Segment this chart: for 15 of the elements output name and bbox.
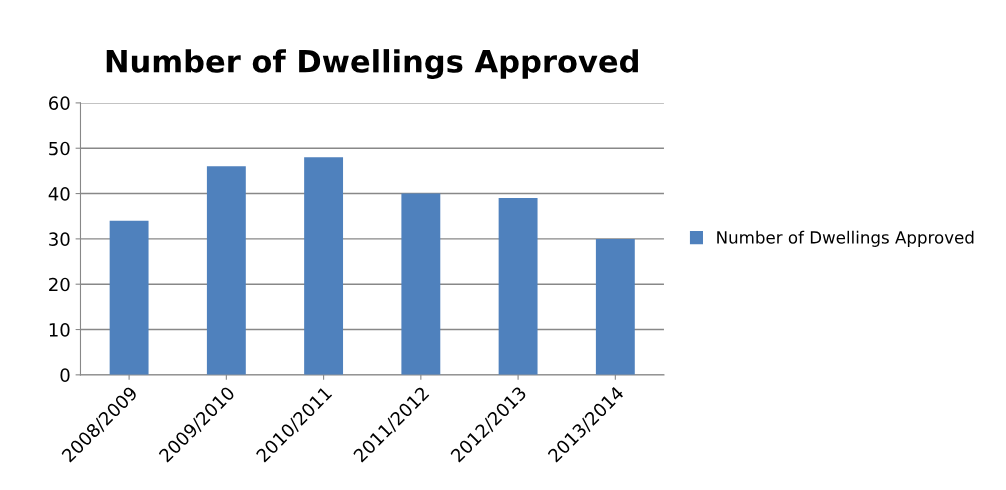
bar: [109, 220, 149, 375]
y-tick-label: 0: [60, 368, 70, 382]
y-tick-label: 30: [49, 232, 70, 246]
bar: [206, 166, 246, 375]
y-tick-label: 10: [49, 322, 70, 337]
y-tick-label: 20: [49, 277, 70, 292]
bar: [401, 193, 441, 375]
bar: [304, 157, 344, 375]
chart-title: Number of Dwellings Approved: [106, 49, 638, 79]
bar: [498, 198, 538, 375]
legend-label: Number of Dwellings Approved: [717, 230, 974, 247]
y-tick-label: 40: [48, 187, 70, 201]
y-tick-label: 60: [49, 96, 70, 111]
y-tick-label: 50: [49, 141, 70, 156]
bar: [595, 238, 635, 375]
